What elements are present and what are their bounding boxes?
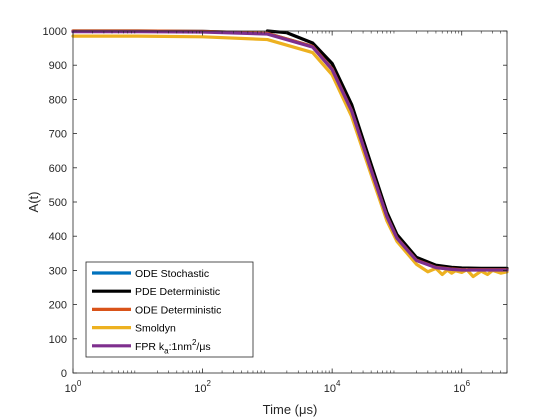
series-layer [71, 29, 509, 279]
x-tick-label-2: 104 [324, 379, 341, 395]
x-tick-exp-1: 2 [206, 379, 211, 388]
x-axis-label: Time (μs) [263, 402, 318, 417]
legend-label-3: Smoldyn [135, 323, 176, 335]
x-tick-exp-3: 6 [466, 379, 471, 388]
y-tick-label-6: 600 [49, 163, 67, 175]
legend-label-sup: 2 [192, 338, 197, 347]
x-tick-label-3: 106 [453, 379, 470, 395]
legend-label-sub: a [164, 346, 169, 355]
y-axis-label: A(t) [26, 192, 41, 213]
legend-label-0: ODE Stochastic [135, 268, 209, 280]
y-tick-label-3: 300 [49, 265, 67, 277]
legend-label-4: FPR ka:1nm2/μs [135, 338, 211, 356]
x-axis-label-text: Time (μs) [263, 402, 318, 417]
legend-label-main: FPR k [135, 341, 165, 353]
x-tick-base-2: 10 [324, 383, 336, 395]
y-tick-label-10: 1000 [43, 26, 67, 38]
x-tick-base-1: 10 [194, 383, 206, 395]
series-line-4 [71, 30, 509, 272]
y-tick-label-7: 700 [49, 129, 67, 141]
y-tick-label-8: 800 [49, 94, 67, 106]
y-tick-label-0: 0 [61, 368, 67, 380]
y-tick-label-2: 200 [49, 300, 67, 312]
legend: ODE Stochastic PDE Deterministic ODE Deter… [85, 261, 254, 358]
legend-box [85, 261, 254, 358]
x-tick-base-0: 10 [65, 383, 77, 395]
x-tick-base-3: 10 [453, 383, 465, 395]
legend-label-end: /μs [196, 341, 210, 353]
y-tick-label-5: 500 [49, 197, 67, 209]
legend-label-1: PDE Deterministic [135, 286, 220, 298]
x-tick-label-1: 102 [194, 379, 211, 395]
y-axis-label-text: A(t) [26, 192, 41, 213]
y-tick-label-1: 100 [49, 334, 67, 346]
x-tick-exp-2: 4 [336, 379, 341, 388]
legend-label-2: ODE Deterministic [135, 304, 221, 316]
y-tick-label-9: 900 [49, 60, 67, 72]
legend-label-rest: :1nm [169, 341, 193, 353]
x-tick-exp-0: 0 [77, 379, 82, 388]
y-tick-label-4: 400 [49, 231, 67, 243]
x-tick-label-0: 100 [65, 379, 82, 395]
